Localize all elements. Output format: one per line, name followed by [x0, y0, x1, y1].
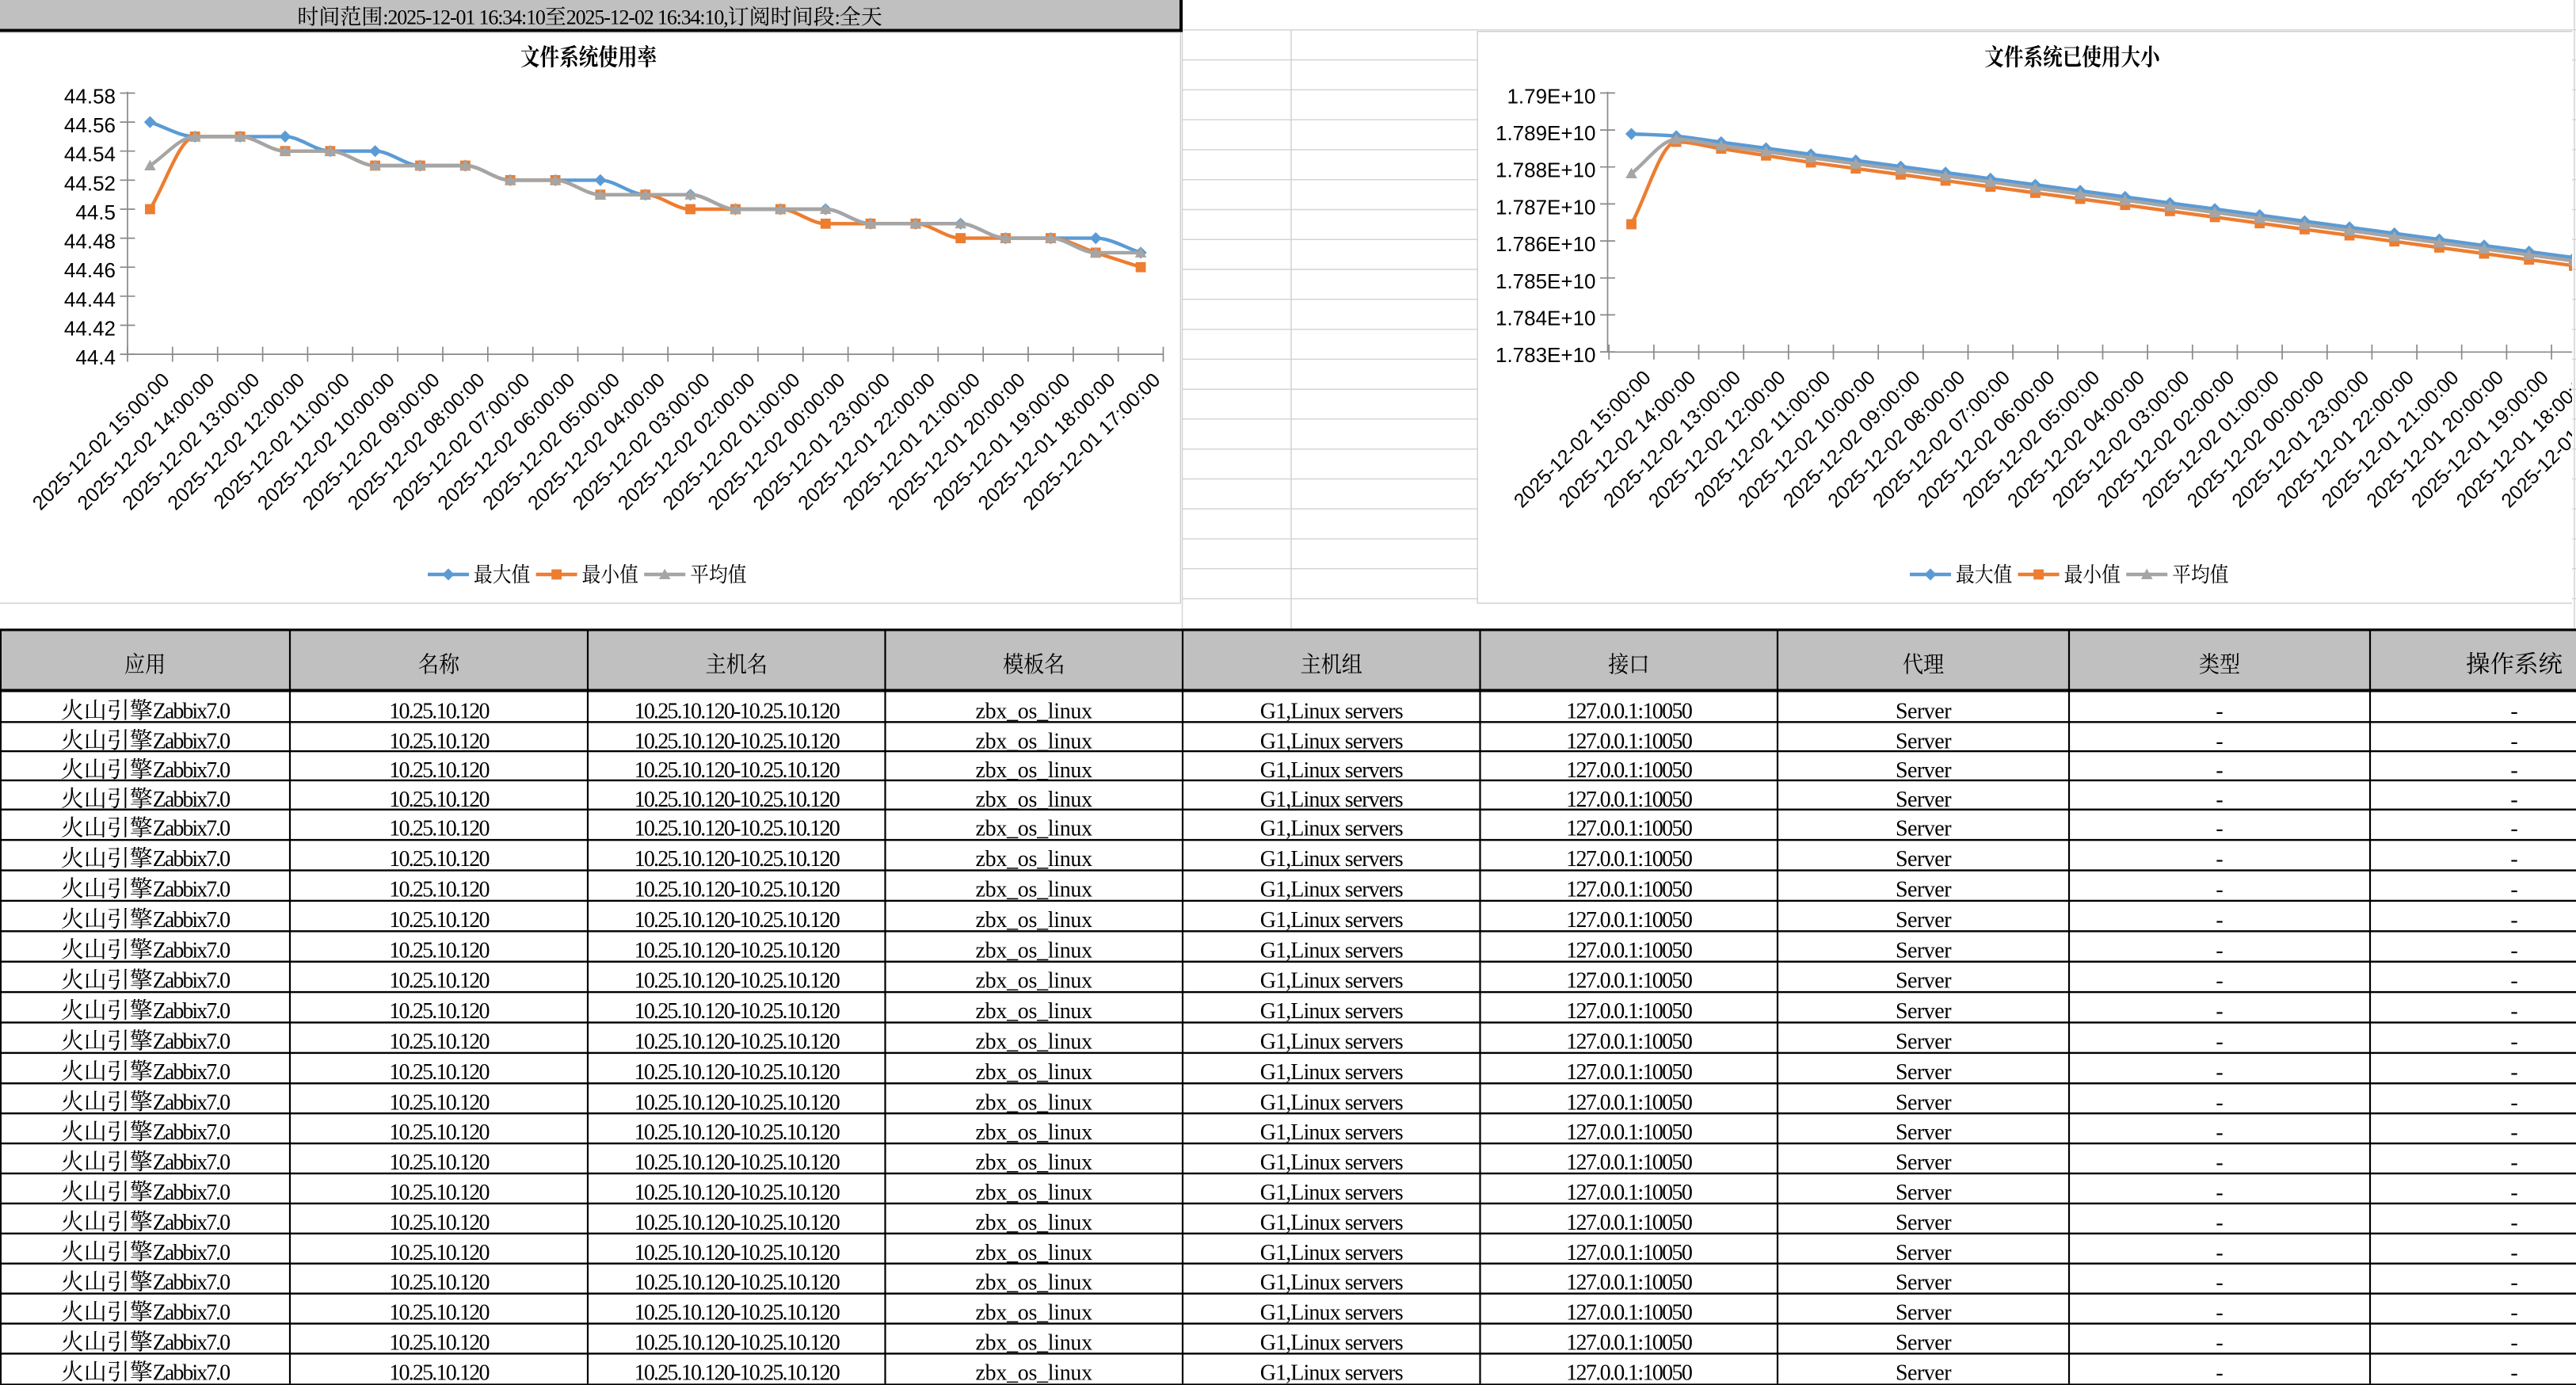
- svg-text:1.786E+10: 1.786E+10: [1496, 232, 1596, 256]
- svg-text::: :: [835, 6, 840, 29]
- svg-text:2025-12-02 16:34:10,: 2025-12-02 16:34:10,: [566, 6, 728, 29]
- svg-text:44.5: 44.5: [75, 200, 116, 224]
- svg-text:1.789E+10: 1.789E+10: [1496, 121, 1596, 145]
- svg-text:1.788E+10: 1.788E+10: [1496, 158, 1596, 182]
- svg-text::2025-12-01 16:34:10: :2025-12-01 16:34:10: [383, 6, 546, 29]
- svg-text:44.52: 44.52: [64, 171, 116, 195]
- svg-text:44.4: 44.4: [75, 345, 116, 369]
- svg-text:44.56: 44.56: [64, 113, 116, 137]
- svg-text:1.783E+10: 1.783E+10: [1496, 343, 1596, 367]
- svg-text:1.79E+10: 1.79E+10: [1507, 84, 1595, 108]
- svg-text:44.48: 44.48: [64, 230, 116, 254]
- svg-text:1.787E+10: 1.787E+10: [1496, 195, 1596, 219]
- svg-text:44.54: 44.54: [64, 143, 116, 166]
- svg-text:1.784E+10: 1.784E+10: [1496, 306, 1596, 330]
- svg-text:44.44: 44.44: [64, 288, 116, 311]
- svg-text:44.42: 44.42: [64, 317, 116, 341]
- svg-text:44.46: 44.46: [64, 258, 116, 282]
- svg-text:1.785E+10: 1.785E+10: [1496, 269, 1596, 293]
- svg-text:44.58: 44.58: [64, 85, 116, 109]
